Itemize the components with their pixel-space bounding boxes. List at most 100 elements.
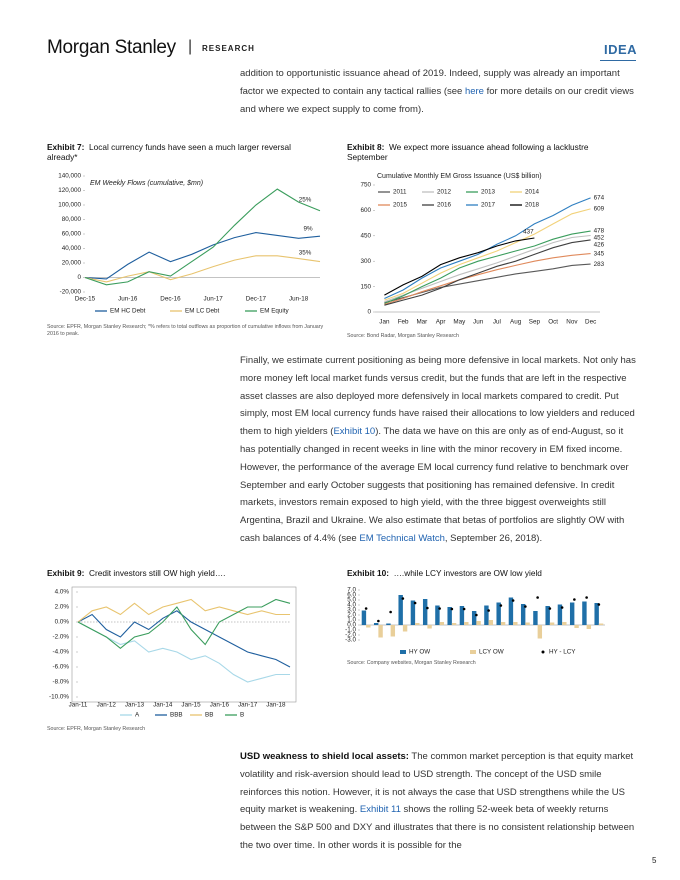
bar	[378, 625, 383, 638]
y-tick-label: -8.0%	[53, 679, 70, 686]
page-number: 5	[652, 856, 657, 865]
legend-swatch	[470, 650, 476, 654]
x-tick-label: Oct	[548, 319, 558, 326]
text: addition to opportunistic issuance ahead…	[240, 68, 620, 97]
y-tick-label: -2.0%	[53, 634, 70, 641]
bar	[594, 603, 599, 625]
legend-label: HY OW	[409, 649, 430, 656]
y-tick-label: 4.0	[347, 602, 356, 609]
dot	[401, 597, 405, 600]
legend-label: 2014	[525, 189, 540, 196]
dot	[597, 603, 601, 606]
bar	[447, 607, 452, 625]
series-line	[84, 232, 321, 280]
exhibit-label: Exhibit 10:	[347, 568, 389, 578]
text: Finally, we estimate current positioning…	[240, 355, 636, 438]
bar	[488, 620, 494, 625]
link[interactable]: Exhibit 10	[333, 426, 376, 438]
bar	[574, 625, 579, 628]
exhibit-title: Exhibit 10: ….while LCY investors are OW…	[347, 568, 622, 578]
text: , September 26, 2018).	[444, 532, 543, 544]
series-line	[384, 253, 591, 305]
dot	[536, 596, 539, 599]
x-tick-label: Jan-13	[125, 702, 145, 709]
text: The common market perception is that equ…	[240, 751, 634, 816]
link[interactable]: Exhibit 11	[359, 804, 401, 816]
x-tick-label: Jan-14	[153, 702, 173, 709]
plot-frame	[71, 586, 297, 703]
y-tick-label: 3.0	[347, 607, 356, 614]
link[interactable]: here	[464, 85, 484, 97]
exhibit-source: Source: Bond Radar, Morgan Stanley Resea…	[347, 333, 459, 339]
end-label: 674	[594, 195, 605, 202]
exhibit-text: We expect more issuance ahead following …	[347, 142, 589, 162]
dot	[377, 619, 380, 623]
series-line	[384, 208, 591, 301]
y-tick-label: -2.0	[345, 632, 356, 639]
x-tick-label: Jun	[473, 319, 484, 326]
exhibit-text: Credit investors still OW high yield….	[88, 568, 226, 578]
exhibit-title: Exhibit 9: Credit investors still OW hig…	[47, 568, 322, 578]
legend-label: HY - LCY	[549, 649, 576, 656]
y-tick-label: -6.0%	[53, 664, 70, 671]
bar	[562, 622, 567, 625]
bar	[464, 622, 469, 625]
exhibit-title: Exhibit 8: We expect more issuance ahead…	[347, 142, 622, 162]
bar	[549, 622, 555, 625]
y-tick-label: 140,000	[58, 173, 81, 180]
series-line	[77, 598, 290, 623]
bar	[415, 623, 420, 625]
exhibit-source: Source: EPFR, Morgan Stanley Research	[47, 726, 146, 732]
exhibit-label: Exhibit 9:	[47, 568, 85, 578]
chart-title: EM Weekly Flows (cumulative, $mn)	[90, 180, 203, 187]
exhibit-text: ….while LCY investors are OW low yield	[393, 568, 542, 578]
dot	[426, 606, 429, 610]
bar	[476, 621, 481, 625]
series-line	[384, 239, 591, 306]
x-tick-label: Dec-16	[160, 296, 181, 303]
x-tick-label: Jan-15	[181, 702, 201, 709]
y-tick-label: 60,000	[62, 231, 82, 238]
bar	[402, 625, 408, 632]
dot	[524, 605, 527, 608]
end-label: 478	[594, 228, 605, 235]
dot	[487, 609, 490, 612]
text: ). The data we have on this are only as …	[240, 426, 629, 544]
series-line	[77, 621, 290, 683]
x-tick-label: Jan-18	[266, 702, 286, 709]
bar	[439, 622, 445, 625]
x-tick-label: Aug	[510, 319, 522, 326]
x-tick-label: Jan-12	[97, 702, 117, 709]
x-tick-label: Dec-17	[246, 296, 267, 303]
y-tick-label: 750	[360, 182, 371, 189]
y-tick-label: 20,000	[62, 260, 82, 267]
y-tick-label: -1.0	[345, 627, 356, 634]
exhibit-label: Exhibit 8:	[347, 142, 385, 152]
link[interactable]: EM Technical Watch	[359, 532, 445, 544]
series-line	[77, 610, 291, 668]
bar	[386, 623, 391, 625]
series-line	[384, 237, 535, 296]
dot	[499, 604, 503, 607]
end-label: 452	[594, 235, 605, 242]
x-tick-label: Apr	[436, 319, 446, 326]
dot	[450, 607, 454, 611]
y-tick-label: -3.0	[345, 637, 356, 644]
legend-label: EM LC Debt	[185, 308, 220, 315]
x-tick-label: Jan-16	[210, 702, 230, 709]
annotation: 35%	[299, 250, 312, 257]
bar	[435, 605, 440, 625]
legend-label: EM HC Debt	[110, 308, 146, 315]
y-tick-label: 600	[360, 207, 371, 214]
y-tick-label: -20,000	[60, 289, 82, 296]
legend-label: A	[135, 712, 140, 719]
bar	[525, 622, 530, 625]
bar	[569, 602, 575, 625]
x-tick-label: Dec	[585, 319, 596, 326]
series-line	[384, 234, 591, 303]
end-label: 345	[594, 250, 605, 257]
x-tick-label: Jul	[493, 319, 501, 326]
bar	[427, 625, 432, 629]
series-line	[384, 230, 591, 305]
